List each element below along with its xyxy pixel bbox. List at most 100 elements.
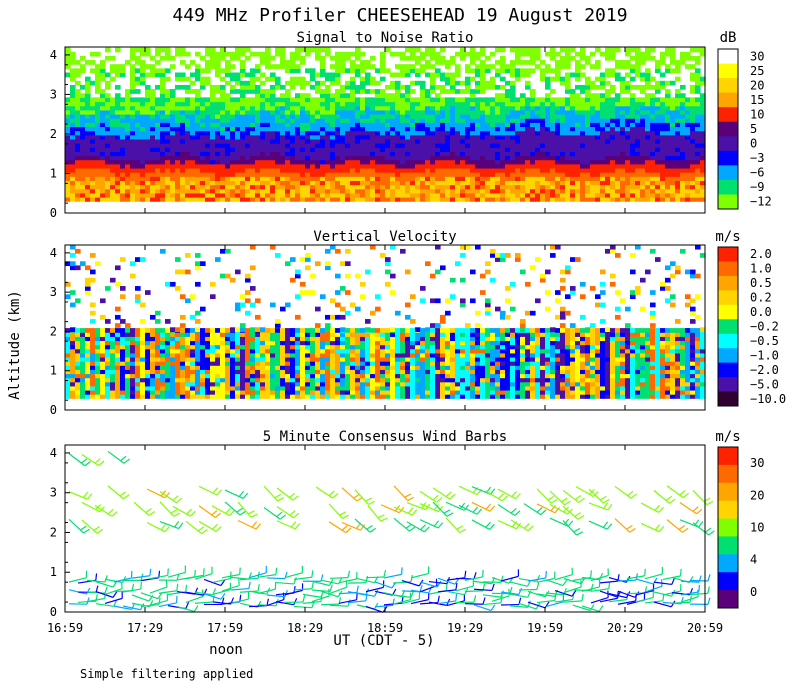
snr-cell (100, 101, 106, 107)
snr-cell (135, 192, 141, 198)
snr-cell (235, 72, 241, 78)
snr-cell (230, 176, 236, 181)
snr-cell (520, 184, 526, 190)
snr-cell (415, 143, 421, 148)
vv-cell (65, 356, 71, 362)
snr-cell (565, 130, 571, 136)
snr-cell (355, 113, 361, 119)
vv-cell (210, 385, 216, 391)
snr-cell (500, 138, 506, 144)
snr-cell (340, 188, 346, 194)
vv-cell (220, 328, 226, 333)
snr-cell (425, 113, 431, 119)
snr-cell (410, 47, 416, 53)
snr-cell (565, 80, 571, 86)
snr-cell (185, 151, 191, 157)
snr-cell (285, 138, 291, 144)
snr-cell (275, 143, 281, 148)
snr-cell (425, 109, 431, 115)
snr-cell (655, 196, 661, 202)
snr-cell (685, 122, 691, 128)
snr-cell (390, 113, 396, 119)
snr-cell (235, 130, 241, 136)
vv-cell (185, 389, 191, 395)
vv-cell (245, 328, 251, 333)
snr-cell (375, 134, 381, 140)
snr-cell (565, 72, 571, 78)
snr-cell (450, 109, 456, 115)
snr-cell (330, 72, 336, 78)
vv-cell (70, 302, 76, 308)
snr-cell (180, 147, 186, 152)
snr-cell (395, 167, 401, 173)
snr-cell (490, 159, 496, 165)
snr-cell (170, 184, 176, 190)
snr-cell (635, 68, 641, 74)
snr-cell (135, 89, 141, 94)
vv-cell (90, 332, 96, 337)
snr-cell (530, 155, 536, 161)
snr-cell (505, 167, 511, 173)
vv-cell (200, 332, 206, 337)
snr-cell (400, 176, 406, 181)
snr-cell (540, 122, 546, 128)
snr-cell (165, 118, 171, 123)
snr-cell (250, 97, 256, 103)
snr-cell (430, 51, 436, 57)
vv-cell (205, 340, 211, 346)
snr-cell (645, 196, 651, 202)
vv-cell (200, 340, 206, 346)
snr-cell (685, 155, 691, 161)
snr-cell (700, 126, 706, 132)
snr-cell (400, 134, 406, 140)
snr-cell (105, 147, 111, 152)
snr-cell (475, 97, 481, 103)
snr-cell (595, 138, 601, 144)
snr-cell (430, 80, 436, 86)
snr-cell (240, 196, 246, 202)
snr-cell (350, 176, 356, 181)
snr-cell (450, 134, 456, 140)
snr-cell (580, 118, 586, 123)
snr-cell (515, 101, 521, 107)
vv-cell (145, 340, 151, 346)
snr-cell (185, 184, 191, 190)
vv-cell (165, 352, 171, 358)
snr-cell (405, 172, 411, 177)
snr-cell (475, 163, 481, 169)
vv-cell (285, 336, 291, 342)
snr-cell (515, 172, 521, 177)
snr-cell (695, 151, 701, 157)
snr-cell (290, 167, 296, 173)
snr-cell (115, 72, 121, 78)
vv-cell (190, 389, 196, 395)
snr-cell (235, 109, 241, 115)
snr-cell (120, 172, 126, 177)
snr-cell (580, 113, 586, 119)
snr-cell (350, 93, 356, 98)
vv-cell (80, 377, 86, 383)
snr-cell (385, 163, 391, 169)
snr-cell (685, 113, 691, 119)
snr-cell (265, 192, 271, 198)
snr-cell (435, 97, 441, 103)
snr-cell (480, 76, 486, 82)
snr-cell (485, 126, 491, 132)
vv-cell (285, 377, 291, 383)
snr-cell (630, 188, 636, 194)
snr-cell (525, 126, 531, 132)
vv-cell (105, 365, 111, 370)
snr-cell (660, 192, 666, 198)
snr-cell (155, 97, 161, 103)
snr-cell (145, 72, 151, 78)
snr-cell (120, 72, 126, 78)
snr-cell (655, 97, 661, 103)
snr-cell (165, 89, 171, 94)
snr-cell (490, 188, 496, 194)
vv-cell (195, 327, 201, 333)
snr-cell (535, 134, 541, 140)
snr-cell (635, 51, 641, 57)
vv-cell (70, 344, 76, 350)
snr-cell (230, 196, 236, 202)
snr-cell (155, 159, 161, 165)
